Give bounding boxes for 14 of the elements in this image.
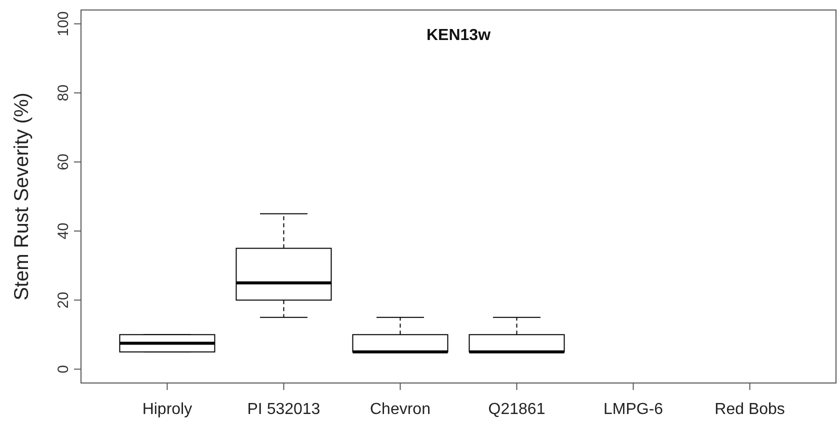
x-tick-label: LMPG-6 xyxy=(603,401,664,418)
y-tick-label: 80 xyxy=(55,84,72,102)
y-tick-label: 60 xyxy=(55,154,72,170)
x-tick-label: PI 532013 xyxy=(247,401,320,418)
y-axis-title: Stem Rust Severity (%) xyxy=(11,92,33,300)
x-tick-label: Red Bobs xyxy=(714,401,785,418)
y-tick-label: 40 xyxy=(55,222,72,240)
y-tick-label: 100 xyxy=(55,11,72,36)
x-tick-label: Hiproly xyxy=(142,401,192,418)
x-tick-label: Q21861 xyxy=(488,401,546,418)
y-tick-label: 0 xyxy=(55,365,72,374)
text: KEN13w xyxy=(426,27,492,44)
y-tick-label: 20 xyxy=(55,292,72,308)
x-tick-label: Chevron xyxy=(370,401,430,418)
